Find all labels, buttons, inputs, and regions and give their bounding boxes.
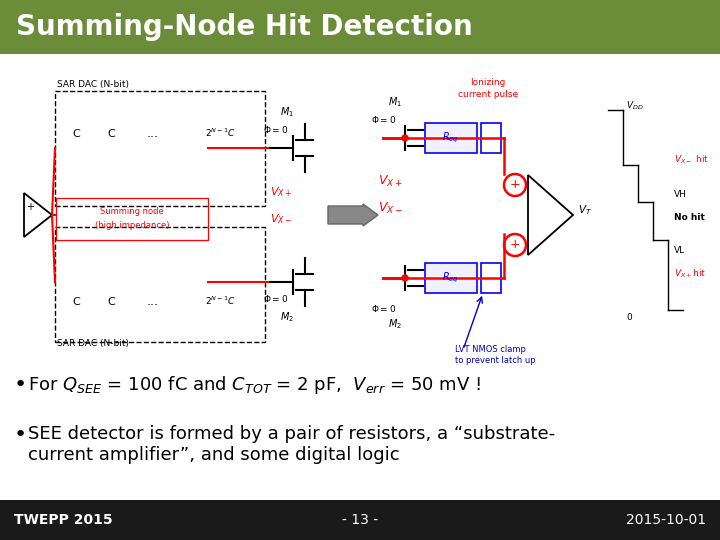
Text: $M_1$: $M_1$ [280,105,294,119]
Text: SAR DAC (N-bit): SAR DAC (N-bit) [57,80,129,89]
Text: $R_{eq}$: $R_{eq}$ [443,131,459,145]
Text: +: + [510,179,521,192]
Text: SEE detector is formed by a pair of resistors, a “substrate-
current amplifier”,: SEE detector is formed by a pair of resi… [28,425,555,464]
Text: •: • [14,425,27,445]
Text: ...: ... [147,295,159,308]
Circle shape [402,135,408,141]
Text: $R_{eq}$: $R_{eq}$ [443,271,459,285]
Text: Ionizing: Ionizing [470,78,505,87]
Text: For $Q_{SEE}$ = 100 fC and $C_{TOT}$ = 2 pF,  $V_{err}$ = 50 mV !: For $Q_{SEE}$ = 100 fC and $C_{TOT}$ = 2… [28,374,481,396]
Text: +: + [26,202,34,212]
Text: •: • [14,375,27,395]
Text: $V_{DD}$: $V_{DD}$ [626,99,644,111]
Text: ...: ... [147,127,159,140]
Text: to prevent latch up: to prevent latch up [455,356,536,365]
Text: $M_2$: $M_2$ [280,310,294,324]
Text: $2^{N-1}C$: $2^{N-1}C$ [204,126,235,139]
Text: current pulse: current pulse [458,90,518,99]
Bar [0,0,720,54]
Text: $\Phi=0$: $\Phi=0$ [371,303,396,314]
Text: VL: VL [674,246,685,255]
Text: LVT NMOS clamp: LVT NMOS clamp [455,345,526,354]
Text: $V_{X-}$ hit: $V_{X-}$ hit [674,154,709,166]
Text: C: C [72,129,80,139]
Text: TWEPP 2015: TWEPP 2015 [14,513,112,527]
Text: SAR DAC (N-bit): SAR DAC (N-bit) [57,339,129,348]
Bar [0,500,720,540]
Text: C: C [72,297,80,307]
Text: Summing node: Summing node [100,206,164,215]
Text: 0: 0 [626,313,631,322]
Text: C: C [107,297,115,307]
Text: - 13 -: - 13 - [342,513,378,527]
Text: 2015-10-01: 2015-10-01 [626,513,706,527]
Text: $M_2$: $M_2$ [388,317,402,331]
Circle shape [402,275,408,281]
Text: VH: VH [674,190,687,199]
Text: $\Phi=0$: $\Phi=0$ [371,114,396,125]
Bar [425,263,477,293]
Bar [425,123,477,153]
Text: $V_{X-}$: $V_{X-}$ [270,212,292,226]
Bar [481,123,501,153]
Text: $V_{X+}$hit: $V_{X+}$hit [674,268,706,280]
Bar [55,91,265,206]
Text: $\Phi=0$: $\Phi=0$ [263,293,288,304]
Text: Summing-Node Hit Detection: Summing-Node Hit Detection [16,13,473,41]
Text: $V_{X-}$: $V_{X-}$ [378,201,402,216]
Text: $2^{N-1}C$: $2^{N-1}C$ [204,295,235,307]
Text: C: C [107,129,115,139]
Text: $V_T$: $V_T$ [578,203,592,217]
Text: $\Phi=0$: $\Phi=0$ [263,124,288,135]
Text: $V_{X+}$: $V_{X+}$ [270,185,292,199]
Text: $M_1$: $M_1$ [388,95,402,109]
Bar [55,227,265,342]
Text: No hit: No hit [674,213,705,222]
Text: (high impedance): (high impedance) [95,221,169,231]
Text: +: + [510,239,521,252]
Text: $V_{X+}$: $V_{X+}$ [378,174,402,189]
Bar [481,263,501,293]
FancyArrow shape [328,204,378,226]
Bar [56,198,208,240]
